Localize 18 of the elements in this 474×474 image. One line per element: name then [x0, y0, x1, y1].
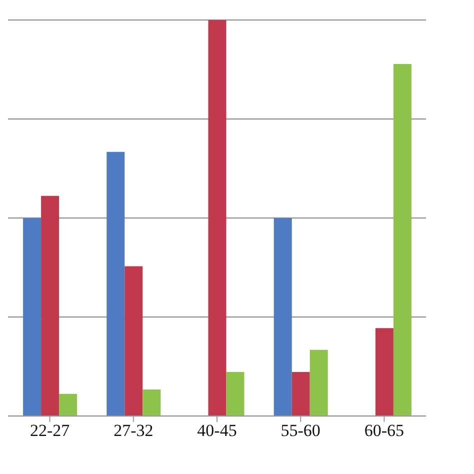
- x-tick-label: 27-32: [114, 421, 154, 440]
- x-tick-label: 55-60: [280, 421, 320, 440]
- bar: [375, 328, 394, 416]
- bar: [23, 218, 42, 416]
- bar: [226, 372, 244, 416]
- bar: [41, 196, 60, 416]
- bar: [310, 350, 328, 416]
- bar: [208, 20, 226, 416]
- x-tick-label: 60-65: [364, 421, 404, 440]
- bar: [274, 218, 292, 416]
- bar: [393, 64, 412, 416]
- x-tick-label: 22-27: [30, 421, 70, 440]
- bar: [292, 372, 310, 416]
- bar: [106, 152, 125, 416]
- bar: [59, 394, 78, 416]
- bar: [124, 266, 143, 416]
- bar: [142, 389, 161, 416]
- x-tick-label: 40-45: [197, 421, 237, 440]
